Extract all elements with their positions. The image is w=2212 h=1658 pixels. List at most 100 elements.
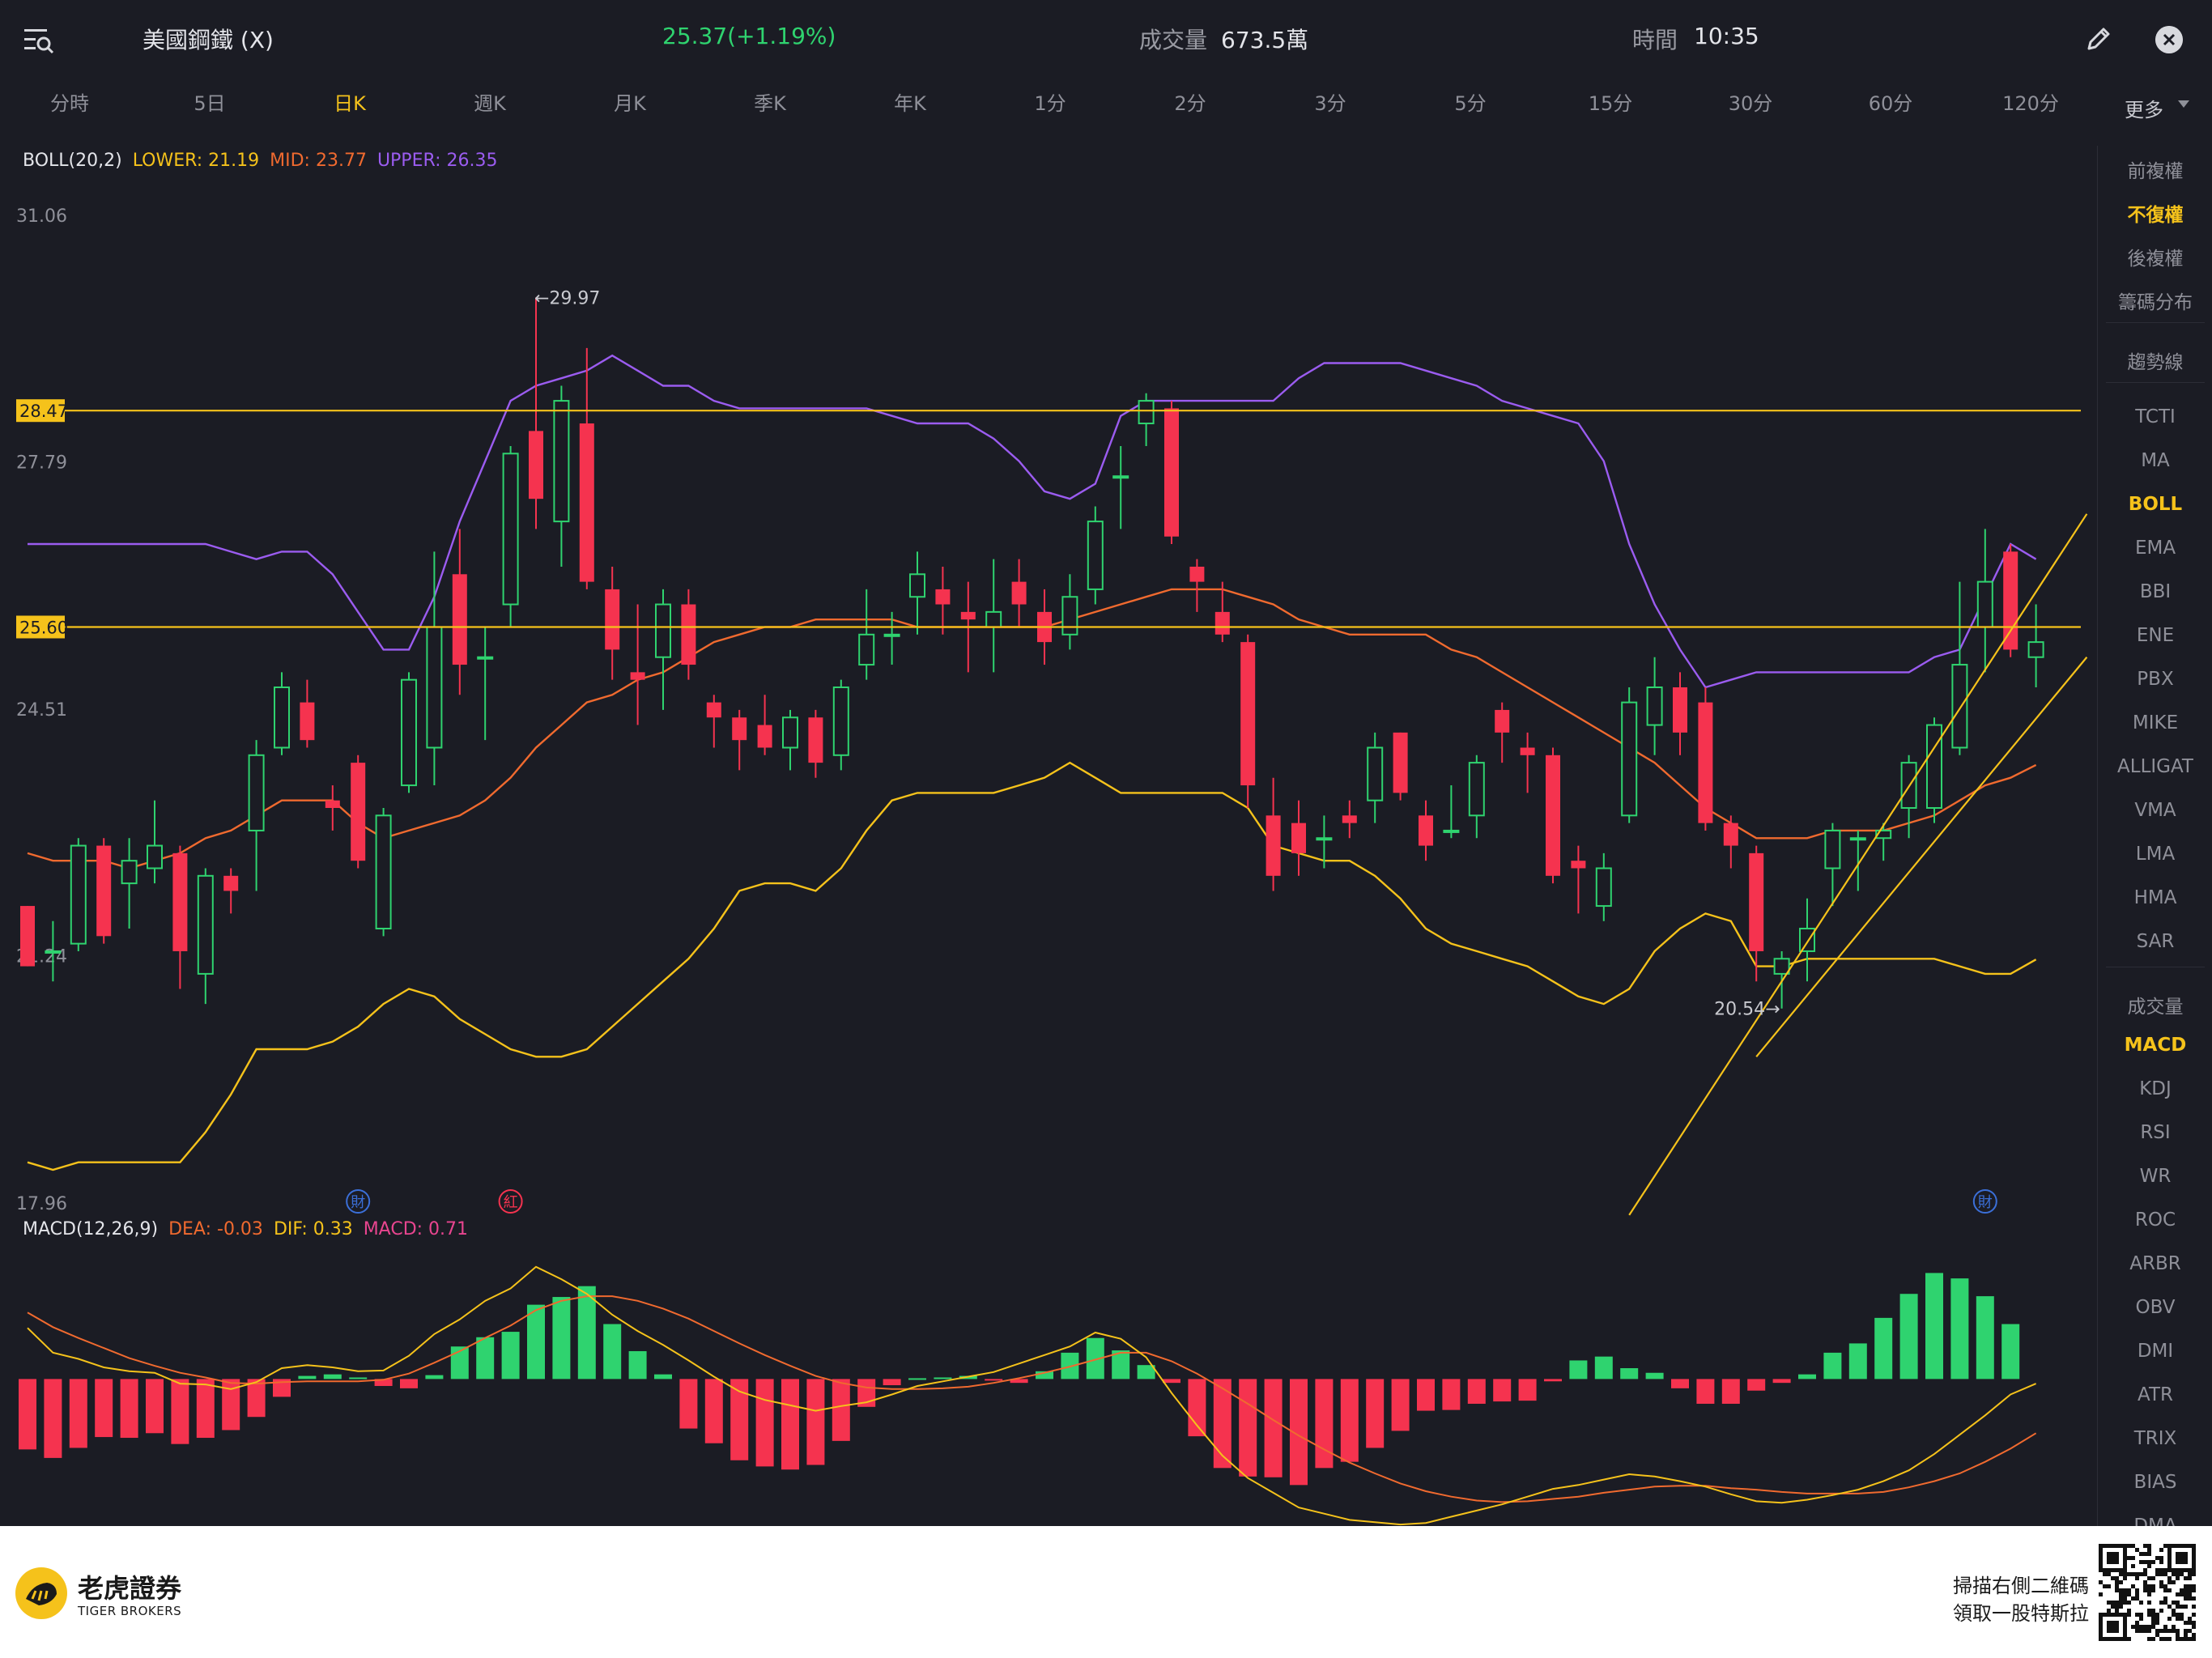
candle-body	[960, 611, 976, 620]
tab-11[interactable]: 15分	[1588, 92, 1633, 115]
side-item-23[interactable]: ROC	[2134, 1209, 2176, 1231]
candle-body	[1646, 686, 1663, 726]
side-item-9[interactable]: BBI	[2139, 581, 2172, 602]
macd-bar	[196, 1379, 215, 1439]
candle	[1011, 559, 1027, 627]
side-item-5[interactable]: TCTI	[2135, 406, 2176, 427]
qr-module	[2176, 1572, 2180, 1576]
macd-bar	[476, 1337, 495, 1380]
qr-module	[2139, 1552, 2143, 1556]
candle-body	[96, 845, 112, 937]
side-item-20[interactable]: KDJ	[2139, 1078, 2172, 1099]
side-item-27[interactable]: ATR	[2138, 1384, 2173, 1405]
candle	[351, 755, 366, 869]
candle	[1061, 574, 1078, 650]
qr-module	[2103, 1572, 2107, 1576]
side-item-30[interactable]: DMA	[2133, 1516, 2177, 1526]
tab-1[interactable]: 5日	[194, 92, 226, 115]
candle-body	[1824, 829, 1841, 869]
qr-code-image[interactable]	[2099, 1544, 2196, 1641]
qr-module	[2188, 1596, 2192, 1601]
side-item-21[interactable]: RSI	[2140, 1122, 2171, 1143]
high-annotation: ←29.97	[534, 289, 600, 309]
tab-10[interactable]: 5分	[1454, 92, 1487, 115]
side-item-4[interactable]: 趨勢線	[2127, 352, 2184, 373]
tab-7[interactable]: 1分	[1034, 92, 1066, 115]
macd-bar	[400, 1379, 418, 1388]
candle-body	[529, 431, 543, 500]
qr-finder	[2176, 1552, 2188, 1564]
qr-module	[2155, 1617, 2159, 1621]
tab-6[interactable]: 年K	[894, 92, 926, 115]
tab-more[interactable]: 更多	[2125, 99, 2163, 121]
side-item-7[interactable]: BOLL	[2128, 494, 2183, 515]
side-item-13[interactable]: ALLIGAT	[2117, 756, 2193, 777]
tab-12[interactable]: 30分	[1728, 92, 1773, 115]
qr-module	[2147, 1560, 2151, 1564]
side-item-25[interactable]: OBV	[2135, 1297, 2176, 1318]
qr-module	[2123, 1592, 2127, 1596]
tab-3[interactable]: 週K	[474, 92, 506, 115]
candle-body	[1266, 815, 1281, 876]
side-item-15[interactable]: LMA	[2135, 844, 2176, 865]
pencil-icon[interactable]	[2084, 24, 2113, 53]
candle-body	[1291, 823, 1306, 853]
tab-4[interactable]: 月K	[614, 92, 646, 115]
candle	[655, 589, 671, 710]
stock-name: 美國鋼鐵 (X)	[143, 27, 274, 53]
tab-8[interactable]: 2分	[1174, 92, 1206, 115]
tab-9[interactable]: 3分	[1314, 92, 1346, 115]
candle	[1799, 898, 1815, 982]
qr-module	[2139, 1572, 2143, 1576]
candle-body	[655, 603, 671, 658]
macd-bar	[1569, 1360, 1588, 1380]
side-item-26[interactable]: DMI	[2137, 1341, 2174, 1362]
boll-lower-line	[27, 761, 2037, 1171]
side-item-19[interactable]: MACD	[2124, 1035, 2187, 1056]
tab-13[interactable]: 60分	[1868, 92, 1913, 115]
side-item-17[interactable]: SAR	[2136, 931, 2175, 952]
qr-module	[2107, 1572, 2111, 1576]
qr-module	[2119, 1601, 2123, 1605]
tab-5[interactable]: 季K	[754, 92, 786, 115]
side-item-18[interactable]: 成交量	[2127, 997, 2184, 1018]
menu-search-icon[interactable]	[23, 26, 55, 55]
side-item-2[interactable]: 後複權	[2127, 249, 2184, 270]
candle-body	[300, 702, 315, 741]
qr-module	[2192, 1584, 2196, 1588]
side-item-6[interactable]: MA	[2141, 450, 2170, 471]
close-icon[interactable]	[2155, 26, 2183, 53]
qr-module	[2115, 1605, 2119, 1609]
qr-module	[2131, 1572, 2135, 1576]
chevron-down-icon[interactable]	[2178, 100, 2189, 108]
side-item-11[interactable]: PBX	[2137, 669, 2174, 690]
side-item-12[interactable]: MIKE	[2132, 712, 2179, 733]
macd-bar	[1518, 1379, 1537, 1401]
side-item-29[interactable]: BIAS	[2133, 1472, 2177, 1493]
side-item-10[interactable]: ENE	[2136, 625, 2175, 646]
tab-14[interactable]: 120分	[2002, 92, 2059, 115]
side-item-0[interactable]: 前複權	[2127, 161, 2184, 182]
qr-module	[2135, 1548, 2139, 1552]
side-item-28[interactable]: TRIX	[2133, 1428, 2177, 1449]
footer-banner: 老虎證券 TIGER BROKERS 掃描右側二維碼 領取一股特斯拉	[0, 1526, 2212, 1658]
candle	[1723, 815, 1738, 869]
qr-module	[2159, 1548, 2163, 1552]
side-item-8[interactable]: EMA	[2134, 538, 2176, 559]
qr-module	[2163, 1588, 2167, 1592]
side-item-16[interactable]: HMA	[2133, 887, 2177, 908]
qr-module	[2127, 1588, 2131, 1592]
side-item-3[interactable]: 籌碼分布	[2118, 292, 2193, 313]
macd-bar	[527, 1304, 545, 1380]
side-item-1[interactable]: 不復權	[2127, 205, 2184, 226]
period-tabs: 分時 5日 日K 週K 月K 季K 年K 1分 2分 3分 5分 15分 30分 60分 120分	[0, 87, 2212, 123]
qr-module	[2131, 1625, 2135, 1629]
side-item-14[interactable]: VMA	[2134, 800, 2176, 821]
side-item-24[interactable]: ARBR	[2129, 1253, 2181, 1274]
tab-0[interactable]: 分時	[50, 92, 89, 115]
tab-2[interactable]: 日K	[334, 92, 366, 115]
qr-module	[2172, 1625, 2176, 1629]
qr-module	[2184, 1592, 2188, 1596]
side-item-22[interactable]: WR	[2139, 1166, 2172, 1187]
